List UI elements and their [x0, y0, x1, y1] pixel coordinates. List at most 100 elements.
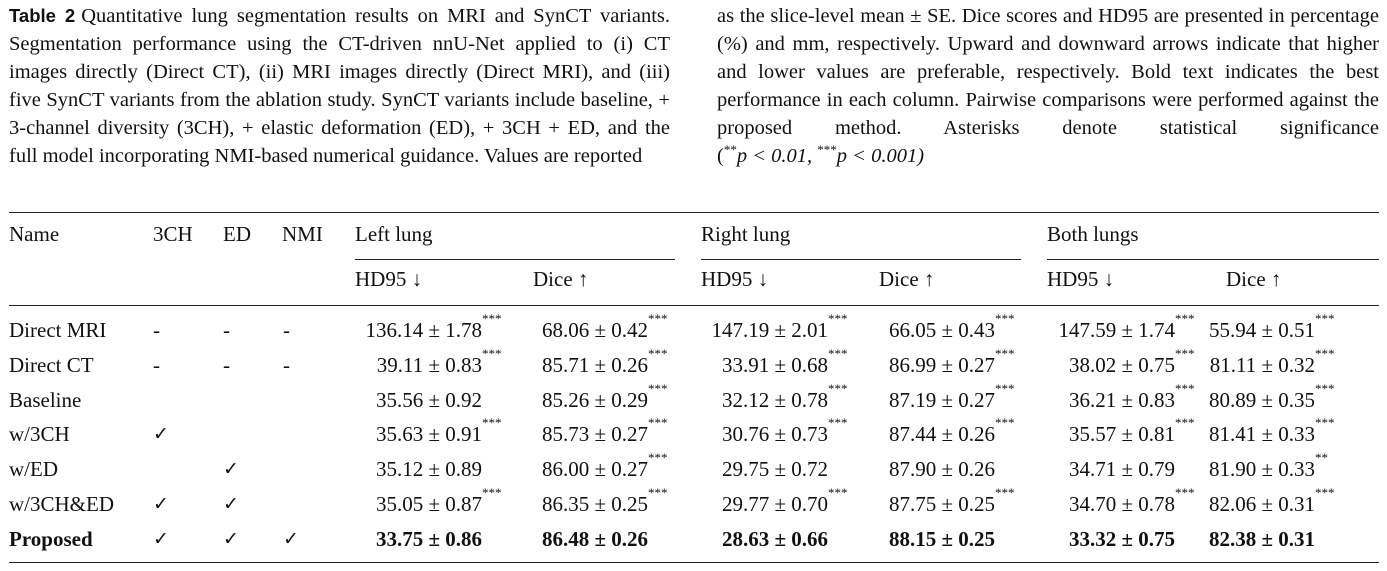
cell-right-dice: 88.15 ± 0.25	[889, 527, 995, 551]
significance-marker: ***	[995, 311, 1015, 326]
cell-both-dice: 81.41 ± 0.33 ***	[1208, 416, 1335, 447]
cell-value: 136.14 ± 1.78	[365, 318, 482, 342]
significance-marker: ***	[648, 311, 668, 326]
significance-marker: ***	[1175, 311, 1195, 326]
cell-both-hd95: 38.02 ± 0.75 ***	[1068, 347, 1195, 378]
significance-marker: ***	[828, 381, 848, 396]
cell-both-dice: 82.38 ± 0.31	[1209, 527, 1315, 551]
cell-both-hd95: 34.71 ± 0.79	[1069, 457, 1175, 481]
cell-right-hd95: 29.77 ± 0.70 ***	[722, 486, 848, 517]
header-nmi: NMI	[282, 222, 323, 246]
sig-stars-2: **	[723, 142, 737, 158]
header-name: Name	[9, 222, 60, 246]
cell-value: 147.19 ± 2.01	[711, 318, 828, 342]
cell-right-hd95: 147.19 ± 2.01 ***	[711, 312, 847, 343]
cell-nmi-check-icon: ✓	[283, 528, 299, 550]
cell-value: 86.35 ± 0.25	[541, 492, 648, 516]
table-caption: Table 2 Quantitative lung segmentation re…	[9, 2, 1379, 170]
significance-marker: ***	[1315, 485, 1335, 500]
cell-left-dice: 86.35 ± 0.25 ***	[541, 486, 668, 517]
significance-marker: ***	[1175, 346, 1195, 361]
cell-both-hd95: 35.57 ± 0.81 ***	[1068, 416, 1195, 447]
caption-label: Table 2	[9, 5, 76, 26]
cell-value: 29.75 ± 0.72	[721, 457, 828, 481]
cell-both-hd95: 33.32 ± 0.75	[1069, 527, 1175, 551]
cell-both-hd95: 147.59 ± 1.74 ***	[1058, 312, 1194, 343]
cell-left-hd95: 33.75 ± 0.86	[376, 527, 482, 551]
cell-value: 33.32 ± 0.75	[1068, 527, 1175, 551]
cell-value: 33.75 ± 0.86	[375, 527, 482, 551]
cell-value: 86.99 ± 0.27	[888, 353, 995, 377]
cell-left-dice: 85.26 ± 0.29 ***	[541, 382, 668, 413]
significance-marker: ***	[828, 311, 848, 326]
cell-left-dice: 85.73 ± 0.27 ***	[542, 416, 668, 447]
cell-right-hd95: 29.75 ± 0.72	[722, 457, 828, 481]
cell-value: 34.71 ± 0.79	[1068, 457, 1175, 481]
cell-3ch-check-icon: ✓	[153, 423, 169, 445]
significance-marker: ***	[482, 415, 502, 430]
cell-value: 35.57 ± 0.81	[1068, 422, 1175, 446]
caption-text-right: as the slice-level mean ± SE. Dice score…	[717, 5, 1379, 167]
cell-value: 33.91 ± 0.68	[721, 353, 828, 377]
cell-both-hd95: 36.21 ± 0.83 ***	[1069, 382, 1195, 413]
subheader-left-hd95: HD95 ↓	[355, 267, 423, 291]
cell-name: Proposed	[9, 527, 93, 551]
cell-left-hd95: 35.56 ± 0.92	[376, 388, 482, 412]
significance-marker: ***	[1175, 485, 1195, 500]
sig-text-p0001: p < 0.001)	[836, 145, 925, 167]
cell-name: w/3CH&ED	[9, 492, 114, 516]
cell-value: 80.89 ± 0.35	[1208, 388, 1315, 412]
cell-nmi: -	[283, 318, 290, 342]
cell-right-dice: 86.99 ± 0.27 ***	[888, 347, 1015, 378]
sig-stars-3: ***	[817, 142, 837, 158]
significance-marker: ***	[1315, 415, 1335, 430]
significance-marker: ***	[1315, 381, 1335, 396]
subheader-right-hd95: HD95 ↓	[701, 267, 769, 291]
cell-value: 35.63 ± 0.91	[375, 422, 482, 446]
left-lung-group-rule	[355, 259, 675, 260]
significance-marker: ***	[482, 311, 502, 326]
significance-marker: ***	[995, 381, 1015, 396]
cell-value: 81.41 ± 0.33	[1208, 422, 1315, 446]
cell-value: 81.90 ± 0.33	[1208, 457, 1315, 481]
cell-left-dice: 86.00 ± 0.27 ***	[542, 451, 668, 482]
cell-value: 88.15 ± 0.25	[888, 527, 995, 551]
cell-value: 86.48 ± 0.26	[541, 527, 648, 551]
cell-ed-check-icon: ✓	[223, 458, 239, 480]
cell-value: 35.05 ± 0.87	[375, 492, 482, 516]
cell-value: 38.02 ± 0.75	[1068, 353, 1175, 377]
cell-right-dice: 87.75 ± 0.25 ***	[889, 486, 1015, 517]
cell-name: w/ED	[9, 457, 58, 481]
significance-marker: ***	[1315, 346, 1335, 361]
cell-value: 85.71 ± 0.26	[541, 353, 648, 377]
cell-both-dice: 80.89 ± 0.35 ***	[1208, 382, 1335, 413]
significance-marker: ***	[1175, 415, 1195, 430]
cell-left-hd95: 39.11 ± 0.83 ***	[377, 347, 502, 378]
table-bottom-rule	[9, 562, 1379, 563]
significance-marker: ***	[482, 346, 502, 361]
significance-marker: ***	[828, 485, 848, 500]
cell-ed: -	[223, 353, 230, 377]
cell-value: 32.12 ± 0.78	[721, 388, 828, 412]
cell-left-hd95: 35.05 ± 0.87 ***	[375, 486, 502, 517]
cell-3ch: -	[153, 318, 160, 342]
subheader-left-dice: Dice ↑	[533, 267, 589, 291]
significance-legend: **p < 0.01, ***p < 0.001)	[723, 142, 925, 167]
significance-marker: ***	[648, 381, 668, 396]
significance-marker: ***	[648, 485, 668, 500]
cell-value: 85.26 ± 0.29	[541, 388, 648, 412]
significance-marker: ***	[1315, 311, 1335, 326]
significance-marker: ***	[995, 346, 1015, 361]
cell-value: 87.90 ± 0.26	[888, 457, 995, 481]
sig-text-p001: p < 0.01,	[736, 145, 818, 167]
header-right-lung: Right lung	[701, 222, 791, 246]
cell-value: 68.06 ± 0.42	[541, 318, 648, 342]
header-bottom-rule	[9, 305, 1379, 306]
cell-both-hd95: 34.70 ± 0.78 ***	[1069, 486, 1195, 517]
cell-value: 147.59 ± 1.74	[1058, 318, 1175, 342]
cell-value: 30.76 ± 0.73	[721, 422, 828, 446]
header-ed: ED	[223, 222, 251, 246]
cell-right-dice: 87.90 ± 0.26	[889, 457, 995, 481]
header-left-lung: Left lung	[355, 222, 433, 246]
